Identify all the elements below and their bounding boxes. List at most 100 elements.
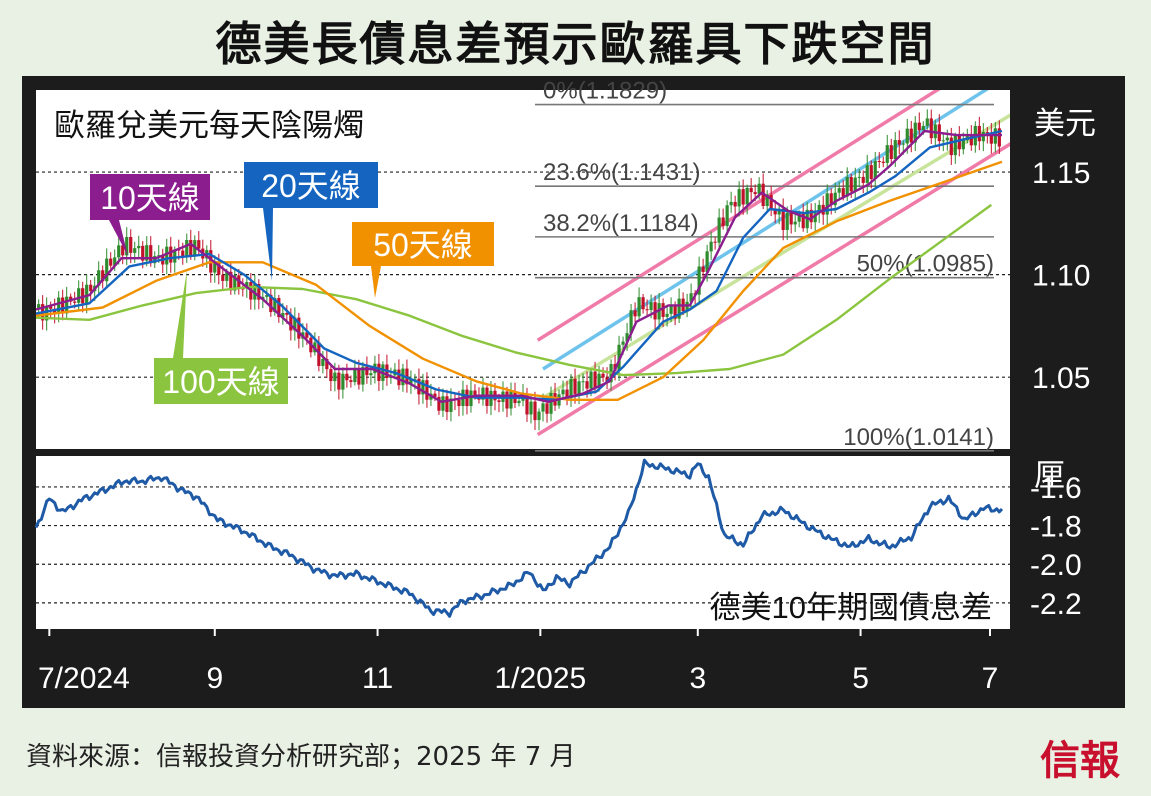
candle-body (241, 288, 245, 290)
candle-body (421, 380, 425, 395)
candle-body (289, 314, 293, 331)
candle-body (669, 306, 673, 314)
candle-body (945, 137, 949, 141)
ma-callout-pointer (173, 270, 187, 358)
ma-callout-pointer (371, 266, 381, 298)
candle-body (789, 212, 793, 225)
candle-body (773, 208, 777, 215)
candle-body (897, 140, 901, 145)
fibonacci-level-label: 23.6%(1.1431) (543, 159, 700, 186)
candle-body (153, 256, 157, 264)
candle-body (85, 284, 89, 304)
candle-body (925, 118, 929, 126)
candle-body (633, 310, 637, 317)
candle-body (625, 333, 629, 342)
candle-body (957, 135, 961, 150)
ma-callout-label: 10天線 (100, 180, 200, 216)
candle-body (913, 122, 917, 143)
candle-body (985, 132, 989, 134)
candle-body (869, 165, 873, 179)
x-tick-label: 11 (362, 662, 393, 695)
candle-body (893, 140, 897, 159)
candle-body (105, 258, 109, 282)
candle-body (509, 391, 513, 409)
candle-body (881, 161, 885, 163)
candle-body (781, 208, 785, 230)
candle-body (245, 282, 249, 289)
candle-body (905, 128, 909, 144)
candle-body (565, 389, 569, 399)
moving-average-line (35, 203, 993, 377)
candle-body (637, 297, 641, 317)
candle-body (353, 368, 357, 383)
candle-body (97, 270, 101, 286)
candle-body (365, 366, 369, 376)
candle-body (217, 261, 221, 275)
candle-body (645, 309, 649, 311)
ma-callout-box (90, 174, 210, 220)
ma-callout-box (154, 358, 288, 404)
candle-body (577, 381, 581, 394)
candle-body (605, 377, 609, 383)
candle-body (321, 358, 325, 366)
candle-body (49, 306, 53, 309)
candle-body (37, 304, 41, 310)
candle-body (469, 390, 473, 407)
candle-body (141, 245, 145, 261)
candle-body (701, 266, 705, 272)
candle-body (545, 403, 549, 414)
candle-body (865, 165, 869, 183)
candle-body (185, 239, 189, 257)
fibonacci-level-label: 38.2%(1.1184) (543, 210, 699, 237)
candle-body (861, 176, 865, 183)
candle-body (929, 118, 933, 139)
candle-body (133, 248, 137, 253)
candle-body (89, 284, 93, 292)
candle-body (885, 145, 889, 163)
candle-body (65, 296, 69, 314)
source-note: 資料來源：信報投資分析研究部；2025 年 7 月 (26, 742, 576, 772)
page-title: 德美長債息差預示歐羅具下跌空間 (215, 17, 936, 71)
candle-body (745, 187, 749, 205)
ma-callout-pointer (263, 208, 273, 281)
candle-body (481, 387, 485, 400)
candle-body (797, 213, 801, 222)
candle-body (449, 398, 453, 412)
candle-body (941, 140, 945, 142)
candle-body (653, 302, 657, 320)
candle-body (817, 204, 821, 214)
candle-body (413, 378, 417, 380)
candle-body (849, 177, 853, 192)
candle-body (189, 239, 193, 256)
candle-body (425, 380, 429, 400)
ma-callout-pointer (109, 220, 128, 256)
candle-body (793, 221, 797, 225)
ma-callout-label: 100天線 (162, 364, 279, 400)
candle-body (917, 122, 921, 131)
candle-body (333, 372, 337, 382)
candle-body (369, 373, 373, 376)
candle-body (705, 251, 709, 272)
candle-body (549, 393, 553, 414)
candle-body (225, 271, 229, 281)
candle-body (149, 245, 153, 264)
candle-body (921, 125, 925, 131)
candle-body (213, 261, 217, 273)
x-tick-label: 1/2025 (494, 662, 586, 695)
x-tick-label: 7/2024 (38, 662, 130, 695)
candle-body (473, 390, 477, 396)
trend-channel-line (536, 142, 1010, 437)
candle-body (785, 212, 789, 230)
candle-body (813, 213, 817, 223)
candle-body (981, 132, 985, 142)
candle-body (61, 297, 65, 314)
candle-body (749, 187, 753, 193)
spread-panel-bg (36, 456, 1010, 628)
candle-body (725, 205, 729, 227)
candle-body (285, 312, 289, 315)
candle-body (677, 298, 681, 319)
candle-body (117, 245, 121, 258)
candle-body (857, 176, 861, 178)
candle-body (145, 245, 149, 261)
candle-body (101, 270, 105, 282)
